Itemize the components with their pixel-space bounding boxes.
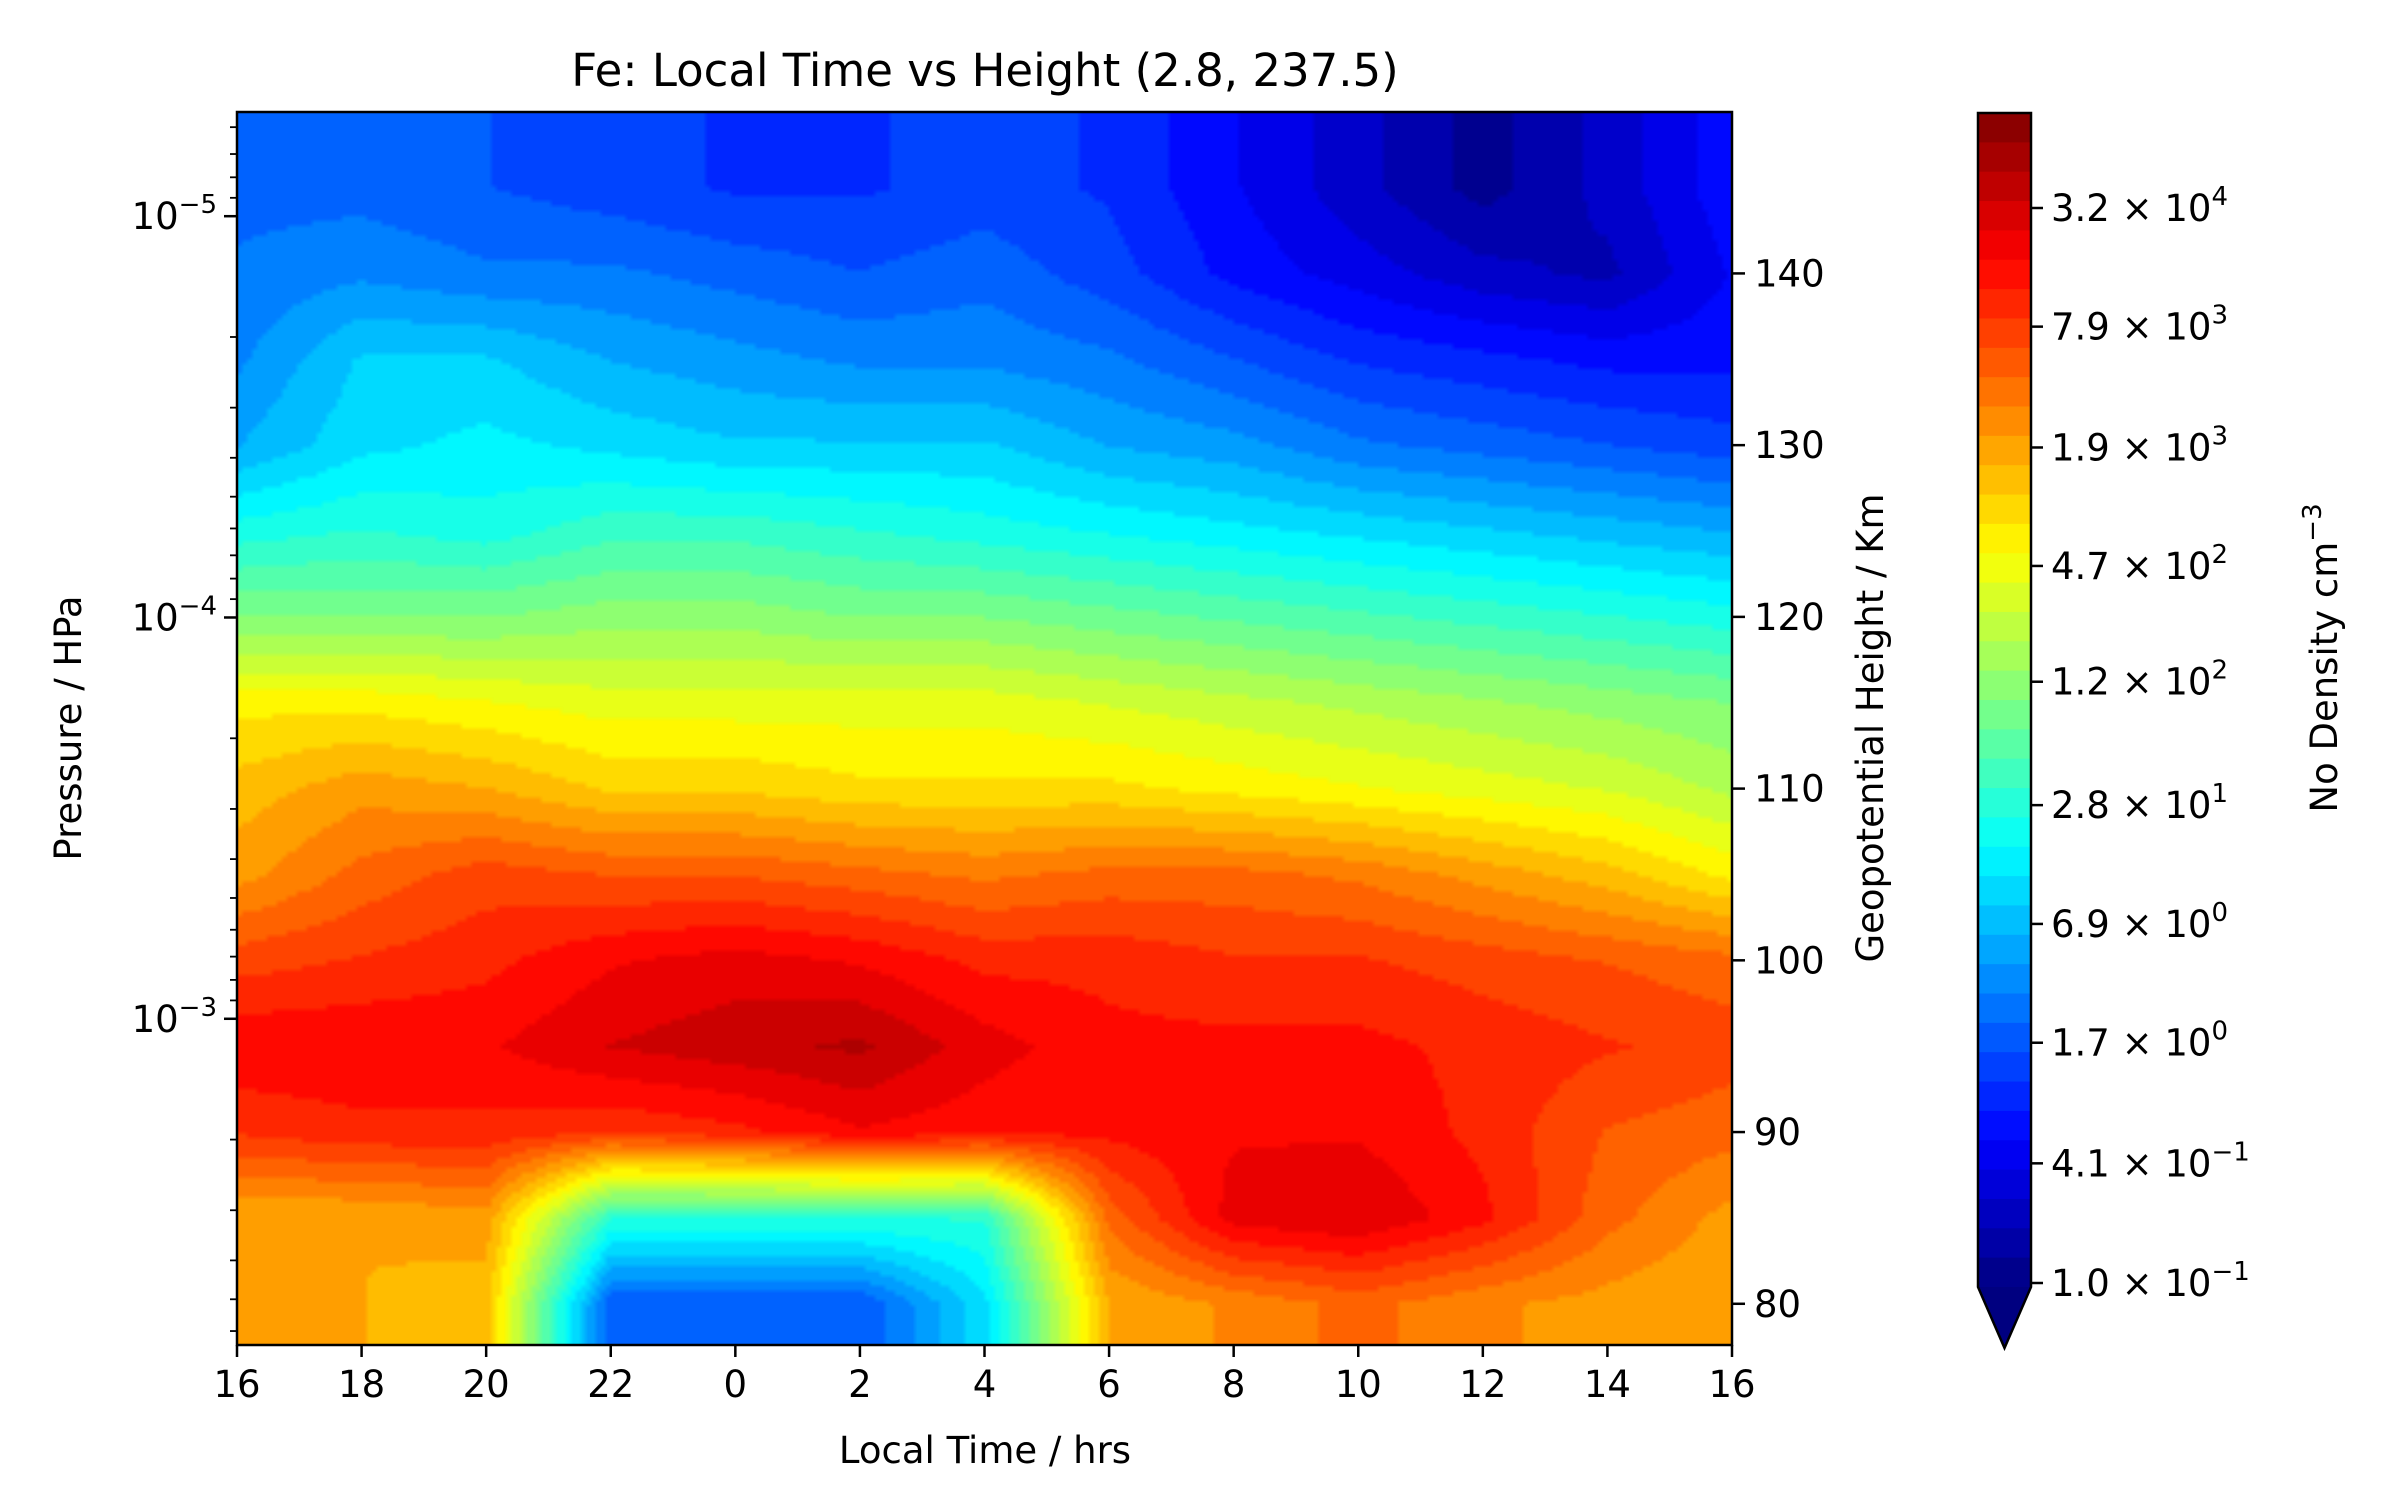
colorbar-band (1978, 611, 2031, 643)
colorbar-band (1978, 465, 2031, 496)
colorbar-band (1978, 1198, 2031, 1230)
colorbar-band (1978, 700, 2031, 731)
colorbar-extend-triangle (1978, 1287, 2031, 1348)
colorbar-band (1978, 817, 2031, 848)
colorbar-band (1978, 582, 2031, 613)
colorbar-band (1978, 142, 2031, 173)
contour-image (237, 112, 1732, 1345)
right-tick-label: 110 (1754, 768, 1825, 811)
x-tick-label: 16 (1708, 1363, 1755, 1406)
colorbar (1976, 111, 2033, 1352)
colorbar-band (1978, 934, 2031, 965)
y-axis-right: 140 130 120 110 100 90 80 (1732, 252, 1825, 1326)
x-axis: 16 18 20 22 0 2 4 6 8 10 12 14 16 (213, 1345, 1756, 1406)
colorbar-title: No Density cm−3 (2298, 503, 2346, 812)
y-axis-right-title: Geopotential Height / Km (1849, 493, 1892, 962)
chart-title: Fe: Local Time vs Height (2.8, 237.5) (571, 44, 1399, 97)
colorbar-band (1978, 113, 2031, 144)
colorbar-title-text: No Density cm (2303, 542, 2346, 813)
colorbar-title-exponent: −3 (2298, 503, 2328, 541)
x-tick-label: 0 (724, 1363, 748, 1406)
colorbar-band (1978, 729, 2031, 760)
x-tick-label: 20 (463, 1363, 510, 1406)
x-tick-label: 10 (1335, 1363, 1382, 1406)
colorbar-band (1978, 435, 2031, 466)
colorbar-band (1978, 201, 2031, 232)
x-tick-label: 12 (1459, 1363, 1506, 1406)
colorbar-band (1978, 553, 2031, 584)
x-tick-label: 4 (973, 1363, 997, 1406)
right-tick-label: 130 (1754, 424, 1825, 467)
y-tick-label: 10−4 (132, 591, 217, 639)
colorbar-band (1978, 964, 2031, 995)
x-tick-label: 6 (1097, 1363, 1121, 1406)
colorbar-tick-label: 1.0 × 10−1 (2051, 1257, 2250, 1305)
x-axis-title: Local Time / hrs (839, 1429, 1131, 1472)
colorbar-band (1978, 230, 2031, 261)
colorbar-band (1978, 259, 2031, 290)
right-tick-label: 80 (1754, 1283, 1801, 1326)
colorbar-band (1978, 876, 2031, 907)
colorbar-tick-label: 1.7 × 100 (2051, 1017, 2228, 1065)
colorbar-band (1978, 641, 2031, 672)
colorbar-band (1978, 1022, 2031, 1053)
right-tick-label: 120 (1754, 596, 1825, 639)
y-axis-left: 10−5 10−4 10−3 (132, 126, 237, 1332)
x-tick-label: 8 (1222, 1363, 1246, 1406)
colorbar-band (1978, 670, 2031, 701)
right-tick-label: 140 (1754, 252, 1825, 295)
colorbar-band (1978, 1169, 2031, 1200)
colorbar-band (1978, 523, 2031, 555)
colorbar-band (1978, 1140, 2031, 1171)
colorbar-band (1978, 1228, 2031, 1259)
colorbar-tick-label: 6.9 × 100 (2051, 898, 2228, 946)
x-tick-label: 14 (1584, 1363, 1631, 1406)
colorbar-band (1978, 1257, 2031, 1288)
right-tick-label: 100 (1754, 939, 1825, 982)
y-tick-label: 10−3 (132, 993, 217, 1041)
colorbar-band (1978, 377, 2031, 408)
right-tick-label: 90 (1754, 1111, 1801, 1154)
colorbar-ticks: 3.2 × 104 7.9 × 103 1.9 × 103 4.7 × 102 1.2 … (2031, 182, 2250, 1305)
colorbar-band (1978, 846, 2031, 877)
colorbar-band (1978, 1110, 2031, 1142)
colorbar-tick-label: 1.2 × 102 (2051, 656, 2228, 704)
colorbar-tick-label: 4.7 × 102 (2051, 540, 2228, 588)
colorbar-tick-label: 1.9 × 103 (2051, 421, 2228, 469)
contour-plot (237, 112, 1732, 1345)
colorbar-band (1978, 1081, 2031, 1112)
colorbar-tick-label: 2.8 × 101 (2051, 779, 2228, 827)
colorbar-band (1978, 993, 2031, 1024)
colorbar-tick-label: 4.1 × 10−1 (2051, 1137, 2250, 1185)
x-tick-label: 16 (213, 1363, 260, 1406)
colorbar-band (1978, 171, 2031, 202)
colorbar-band (1978, 788, 2031, 819)
x-tick-label: 22 (587, 1363, 634, 1406)
colorbar-tick-label: 7.9 × 103 (2051, 301, 2228, 349)
colorbar-band (1978, 905, 2031, 936)
colorbar-band (1978, 494, 2031, 525)
colorbar-outline (1976, 111, 2033, 1352)
y-tick-label: 10−5 (132, 190, 217, 238)
y-axis-title: Pressure / HPa (47, 595, 90, 860)
colorbar-band (1978, 758, 2031, 789)
x-tick-label: 2 (848, 1363, 872, 1406)
colorbar-band (1978, 289, 2031, 320)
colorbar-band (1978, 347, 2031, 378)
colorbar-tick-label: 3.2 × 104 (2051, 182, 2228, 230)
colorbar-band (1978, 318, 2031, 349)
colorbar-band (1978, 1052, 2031, 1083)
colorbar-band (1978, 406, 2031, 437)
x-tick-label: 18 (338, 1363, 385, 1406)
